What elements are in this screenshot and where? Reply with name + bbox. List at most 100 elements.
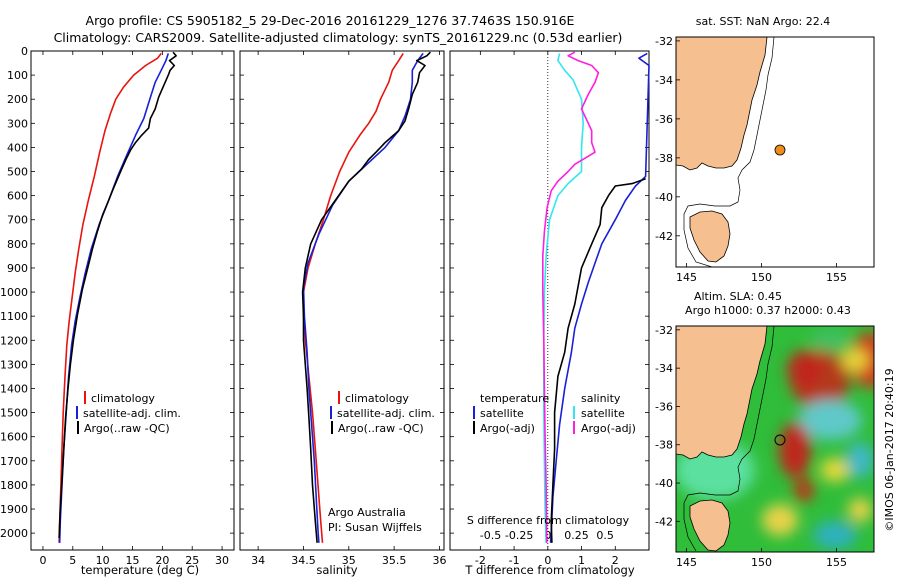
series-line-temperature-satellite [549,52,650,543]
x-tick-label: 34.5 [291,554,316,567]
s-diff-tick-label: 0.25 [564,529,589,542]
depth-tick-label: 100 [7,69,28,82]
depth-tick-label: 1200 [0,334,28,347]
map-x-tick-label: 150 [751,271,772,284]
series-line-climatology [58,52,162,543]
x-tick-label: 34 [251,554,265,567]
depth-tick-label: 300 [7,117,28,130]
sal-legend-satellite-label: satellite-adj. clim. [337,407,435,420]
map-x-tick-label: 145 [676,271,697,284]
depth-tick-label: 200 [7,93,28,106]
x-tick-label: 0 [544,554,551,567]
map-y-tick-label: -40 [655,191,673,204]
sal-legend-argo-label: Argo(..raw -QC) [338,422,424,435]
series-line-salinity-satellite [543,53,584,543]
map-y-tick-label: -38 [655,439,673,452]
map-y-tick-label: -32 [655,35,673,48]
sla-map-axes: 145 150 155 -32 -34 -36 -38 -40 -42 [655,324,847,569]
depth-tick-label: 1100 [0,310,28,323]
depth-tick-label: 1700 [0,455,28,468]
s-diff-tick-label: 0.5 [596,529,614,542]
map-x-tick-label: 145 [676,556,697,569]
sla-map-title-line1: Altim. SLA: 0.45 [694,290,782,303]
map-y-tick-label: -42 [655,515,673,528]
sst-map-title: sat. SST: NaN Argo: 22.4 [696,15,830,28]
depth-tick-label: 700 [7,214,28,227]
map-x-tick-label: 150 [751,556,772,569]
legend-climatology-label: climatology [91,392,155,405]
diff-legend-temp-argo-swatch [473,421,475,434]
credit-argo-australia: Argo Australia [328,506,406,519]
map-x-tick-label: 155 [826,556,847,569]
sal-legend-argo-swatch [331,421,333,434]
sal-legend-climatology-swatch [338,391,340,404]
salinity-legend: climatology satellite-adj. clim. Argo(..… [330,391,435,435]
map-y-tick-label: -34 [655,74,673,87]
x-tick-label: 20 [155,554,169,567]
sla-map-mainland [676,326,768,460]
salinity-axis-label: salinity [316,563,357,577]
depth-tick-label: 1400 [0,382,28,395]
x-tick-label: 10 [96,554,110,567]
x-tick-label: 35 [342,554,356,567]
depth-tick-label: 900 [7,262,28,275]
series-line-climatology [302,52,404,543]
x-tick-label: 25 [185,554,199,567]
s-difference-axis-label: S difference from climatology [467,514,630,527]
x-tick-label: 15 [126,554,140,567]
difference-panel-frame [449,50,650,551]
x-tick-label: 0 [39,554,46,567]
figure-title-line1: Argo profile: CS 5905182_5 29-Dec-2016 2… [86,13,575,28]
sst-map: 145 150 155 -32 -34 -36 -38 -40 -42 [655,35,875,284]
map-y-tick-label: -40 [655,477,673,490]
sal-legend-climatology-label: climatology [345,392,409,405]
map-y-tick-label: -42 [655,230,673,243]
sla-map-frame [675,325,875,553]
depth-tick-label: 1300 [0,358,28,371]
legend-satellite-label: satellite-adj. clim. [83,407,181,420]
legend-argo-swatch [77,421,79,434]
sst-map-tasmania [689,210,731,263]
depth-tick-label: 1800 [0,479,28,492]
depth-tick-label: 400 [7,141,28,154]
series-line-salinity-argo-adj- [542,51,600,543]
s-diff-tick-label: -0.5 [480,529,501,542]
salinity-panel: 34 34.5 35 35.5 36 [240,50,446,567]
credit-pi-name: PI: Susan Wijffels [328,521,422,534]
depth-tick-label: 1500 [0,407,28,420]
sal-legend-satellite-swatch [330,406,332,419]
series-line-satellite-adj-clim- [302,52,424,543]
sst-map-frame [675,36,875,268]
diff-legend-sal-satellite-swatch [573,406,575,419]
x-tick-label: 1 [578,554,585,567]
diff-legend-salinity-heading: salinity [581,392,621,405]
diff-legend-temp-satellite-label: satellite [480,407,524,420]
series-line-satellite-adj-clim- [58,53,170,543]
diff-legend-sal-argo-swatch [573,421,575,434]
sla-map-title-line2: Argo h1000: 0.37 h2000: 0.43 [685,304,851,317]
figure-title-line2: Climatology: CARS2009. Satellite-adjuste… [54,30,623,45]
map-y-tick-label: -38 [655,152,673,165]
diff-legend-sal-argo-label: Argo(-adj) [581,422,636,435]
x-tick-label: 35.5 [382,554,407,567]
s-diff-tick-label: -0.25 [505,529,533,542]
legend-satellite-swatch [76,406,78,419]
sst-map-mainland [676,37,768,171]
x-tick-label: 2 [612,554,619,567]
depth-tick-label: 1000 [0,286,28,299]
sst-map-axes: 145 150 155 -32 -34 -36 -38 -40 -42 [655,35,847,284]
salinity-panel-frame [239,50,445,551]
series-line-temperature-argo-adj- [550,178,646,543]
map-x-tick-label: 155 [826,271,847,284]
map-y-tick-label: -36 [655,113,673,126]
t-difference-axis-label: T difference from climatology [464,563,635,577]
temperature-legend: climatology satellite-adj. clim. Argo(..… [76,391,181,435]
sla-map-tasmania [689,499,731,552]
map-y-tick-label: -32 [655,324,673,337]
diff-legend-temp-satellite-swatch [473,406,475,419]
diff-legend-temp-argo-label: Argo(-adj) [480,422,535,435]
legend-argo-label: Argo(..raw -QC) [84,422,170,435]
depth-tick-label: 1900 [0,503,28,516]
sla-map-isobath [683,326,775,552]
